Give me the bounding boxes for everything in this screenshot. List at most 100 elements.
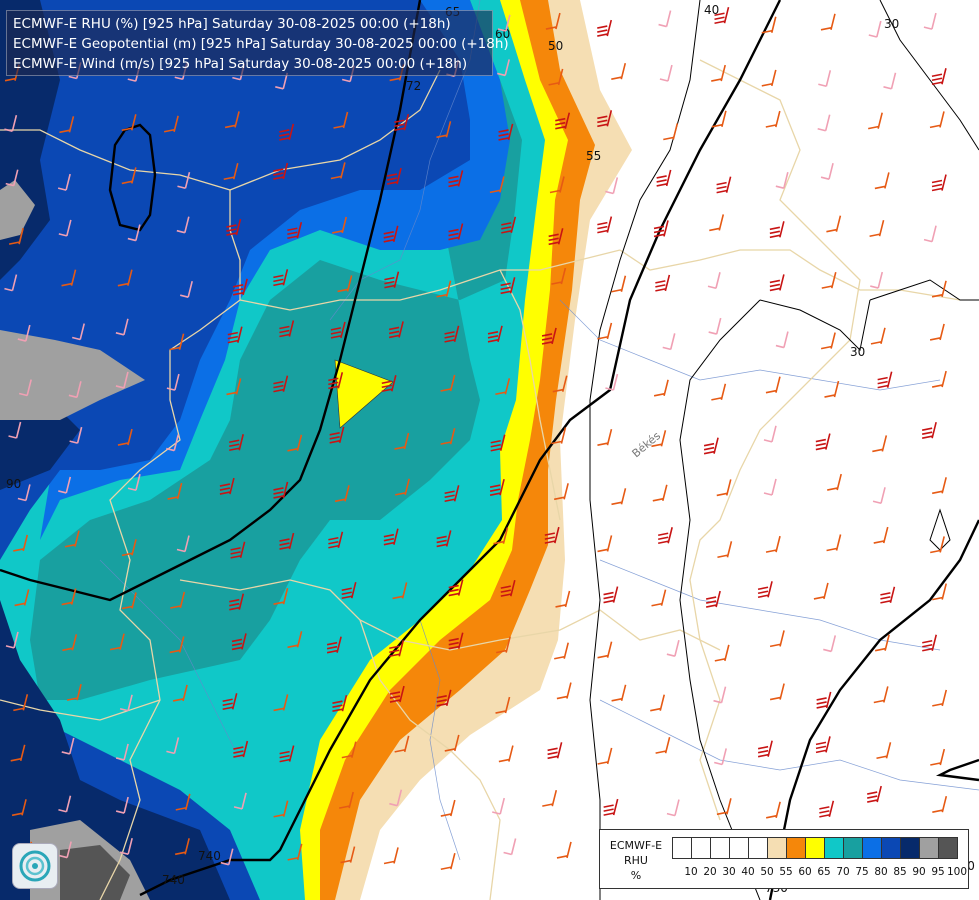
legend-swatch xyxy=(672,837,692,859)
wind-barb xyxy=(384,271,400,289)
wind-barb xyxy=(761,16,777,34)
wind-barb xyxy=(127,224,141,242)
wind-barb xyxy=(597,428,613,446)
contour-720 xyxy=(0,0,422,602)
wind-barb xyxy=(119,837,133,855)
contour-thin-4 xyxy=(679,299,761,900)
wind-barb xyxy=(166,737,180,755)
wind-barb xyxy=(179,280,193,298)
wind-barb xyxy=(440,799,456,817)
wind-barb xyxy=(824,380,840,398)
wind-barb xyxy=(279,320,295,338)
wind-barb xyxy=(556,682,572,700)
contour-thin-6 xyxy=(929,508,951,551)
wind-barb xyxy=(716,479,732,497)
legend-tick-label: 90 xyxy=(912,866,926,878)
wind-barb xyxy=(13,694,29,712)
wind-barb xyxy=(17,484,31,502)
wind-barb xyxy=(176,216,190,234)
wind-barb xyxy=(873,526,889,544)
wind-barb xyxy=(58,841,72,859)
wind-barb xyxy=(117,269,133,287)
wind-barb xyxy=(711,110,727,128)
wind-barb xyxy=(388,321,404,339)
wind-barb xyxy=(440,853,456,871)
wind-barb xyxy=(227,326,243,344)
wind-barb xyxy=(5,169,19,187)
wind-barb xyxy=(174,838,190,856)
wind-barb xyxy=(492,797,506,815)
wind-barb xyxy=(279,745,295,763)
wind-barb xyxy=(923,12,937,30)
wind-barb xyxy=(61,269,77,287)
wind-barb xyxy=(775,171,789,189)
wind-barb xyxy=(555,112,571,130)
wind-barb xyxy=(72,323,85,341)
wind-barb xyxy=(389,640,405,658)
wind-barb xyxy=(597,641,613,659)
wind-barb xyxy=(931,68,947,86)
wind-barb xyxy=(713,686,727,704)
wind-barb xyxy=(501,216,517,234)
wind-barb xyxy=(650,694,666,712)
wind-barb xyxy=(769,630,785,648)
wind-barb xyxy=(109,633,125,651)
wind-barb xyxy=(605,373,619,391)
wind-barb xyxy=(175,793,191,811)
wind-barb xyxy=(544,526,560,544)
wind-barb xyxy=(921,422,937,439)
logo-swirl-icon xyxy=(19,850,51,882)
wind-barb xyxy=(819,800,835,818)
wind-barb xyxy=(717,541,733,559)
wind-barb xyxy=(716,176,732,194)
wind-barb xyxy=(611,63,627,80)
legend-swatch xyxy=(748,837,768,859)
wind-barb xyxy=(489,176,505,194)
wind-barb xyxy=(273,800,289,818)
legend-title-unit: % xyxy=(630,869,642,882)
wind-barb xyxy=(58,219,72,237)
wind-barb xyxy=(653,379,669,397)
legend-swatch xyxy=(786,837,806,859)
wind-barb xyxy=(115,743,129,761)
borders-layer xyxy=(0,59,961,900)
wind-barb xyxy=(929,111,945,129)
wind-barb xyxy=(929,323,945,341)
wind-barb xyxy=(4,114,18,132)
legend-tick-label: 50 xyxy=(760,866,774,878)
wind-barb xyxy=(555,590,571,608)
legend-tick-label: 10 xyxy=(684,866,698,878)
wind-barb xyxy=(769,683,785,701)
wind-barb xyxy=(503,838,517,856)
wind-barb xyxy=(448,170,464,188)
wind-barb xyxy=(448,579,464,597)
wind-barb xyxy=(328,372,344,390)
wind-barb xyxy=(226,378,242,396)
wind-barb xyxy=(551,427,567,445)
wind-barb xyxy=(167,482,183,500)
wind-barb xyxy=(815,433,831,451)
wind-barb xyxy=(440,374,456,392)
wind-barb xyxy=(652,484,668,502)
wind-barb xyxy=(233,792,247,810)
wind-barb xyxy=(68,381,82,399)
contour-label-55: 55 xyxy=(586,149,601,163)
wind-barb xyxy=(931,280,947,298)
wind-barb xyxy=(883,72,897,90)
contour-label-72: 72 xyxy=(406,79,421,93)
wind-barb xyxy=(714,644,730,662)
legend-tick-label: 20 xyxy=(703,866,717,878)
contour-label-740b: 740 xyxy=(198,849,221,863)
legend-swatch xyxy=(919,837,939,859)
wind-barb xyxy=(765,535,781,553)
wind-barb xyxy=(932,689,948,707)
wind-barb xyxy=(656,169,672,187)
wind-barb xyxy=(394,735,410,753)
wind-barb xyxy=(500,579,516,597)
wind-barb xyxy=(757,581,773,599)
wind-barb xyxy=(711,383,727,401)
wind-barb xyxy=(115,796,129,814)
wind-barb xyxy=(14,589,30,607)
wind-barb xyxy=(59,116,75,134)
wind-barb xyxy=(341,582,357,600)
